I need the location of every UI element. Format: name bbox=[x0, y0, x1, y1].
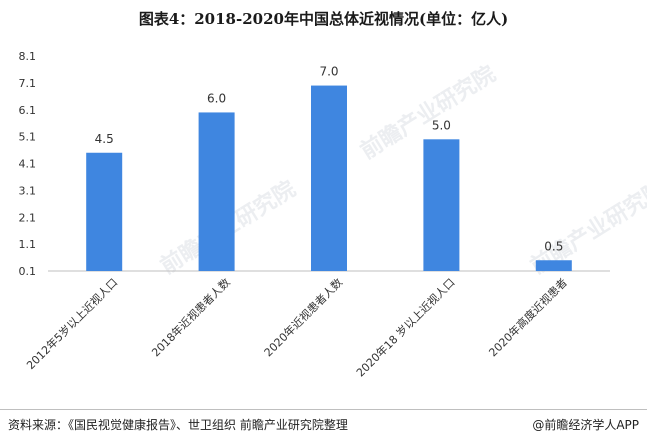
footer: 资料来源：《国民视觉健康报告》、世卫组织 前瞻产业研究院整理 @前瞻经济学人AP… bbox=[0, 409, 647, 436]
y-tick-label: 8.1 bbox=[19, 50, 37, 63]
data-label: 0.5 bbox=[544, 239, 563, 253]
y-tick-label: 6.1 bbox=[19, 104, 37, 117]
data-label: 6.0 bbox=[207, 91, 226, 105]
category-label: 2020年18 岁以上近视人口 bbox=[353, 275, 457, 379]
category-label: 2020年近视患者人数 bbox=[261, 275, 345, 359]
bar bbox=[198, 112, 235, 271]
y-tick-label: 1.1 bbox=[19, 238, 37, 251]
data-label: 4.5 bbox=[95, 132, 114, 146]
category-label: 2012年5岁以上近视人口 bbox=[23, 275, 120, 372]
category-label: 2020年高度近视患者 bbox=[486, 275, 570, 359]
bar-chart: 0.1 1.1 2.1 3.1 4.1 5.1 6.1 7.1 8.1 4.5 2012年5岁以上近… bbox=[19, 50, 610, 380]
source-note: 资料来源：《国民视觉健康报告》、世卫组织 前瞻产业研究院整理 bbox=[8, 418, 348, 432]
bar bbox=[311, 85, 347, 271]
bar bbox=[86, 152, 123, 271]
brand-credit: @前瞻经济学人APP bbox=[532, 418, 639, 432]
bar bbox=[535, 260, 572, 271]
chart-title: 图表4：2018-2020年中国总体近视情况(单位：亿人) bbox=[138, 10, 509, 28]
y-tick-label: 3.1 bbox=[19, 184, 37, 197]
category-label: 2018年近视患者人数 bbox=[149, 275, 233, 359]
y-tick-label: 7.1 bbox=[19, 77, 37, 90]
data-label: 7.0 bbox=[319, 65, 338, 79]
y-tick-label: 0.1 bbox=[19, 265, 37, 278]
bar bbox=[423, 139, 460, 271]
y-tick-label: 4.1 bbox=[19, 158, 37, 171]
data-label: 5.0 bbox=[432, 118, 451, 132]
y-tick-label: 5.1 bbox=[19, 131, 37, 144]
y-tick-label: 2.1 bbox=[19, 211, 37, 224]
